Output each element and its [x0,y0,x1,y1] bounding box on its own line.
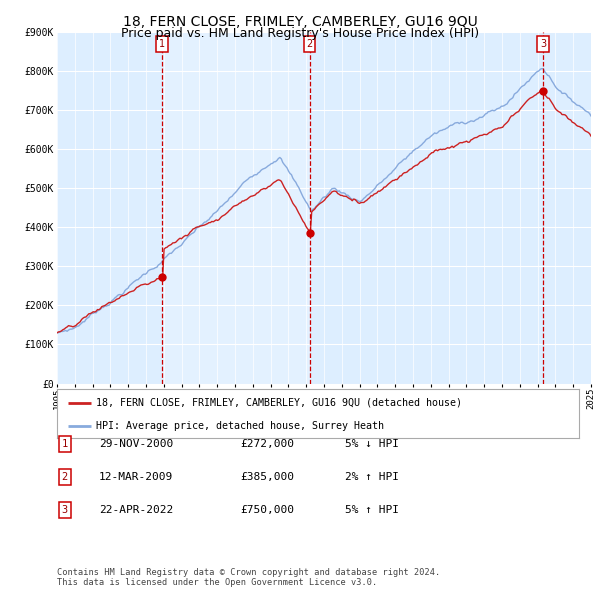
Text: 2: 2 [307,39,313,49]
Text: 5% ↓ HPI: 5% ↓ HPI [345,439,399,448]
Text: Contains HM Land Registry data © Crown copyright and database right 2024.
This d: Contains HM Land Registry data © Crown c… [57,568,440,587]
Text: £385,000: £385,000 [240,472,294,481]
Text: 12-MAR-2009: 12-MAR-2009 [99,472,173,481]
Text: 18, FERN CLOSE, FRIMLEY, CAMBERLEY, GU16 9QU: 18, FERN CLOSE, FRIMLEY, CAMBERLEY, GU16… [122,15,478,30]
Text: Price paid vs. HM Land Registry's House Price Index (HPI): Price paid vs. HM Land Registry's House … [121,27,479,40]
Text: 2% ↑ HPI: 2% ↑ HPI [345,472,399,481]
Text: 2: 2 [62,472,68,481]
Text: 22-APR-2022: 22-APR-2022 [99,505,173,514]
Text: 3: 3 [62,505,68,514]
Text: 5% ↑ HPI: 5% ↑ HPI [345,505,399,514]
Text: 18, FERN CLOSE, FRIMLEY, CAMBERLEY, GU16 9QU (detached house): 18, FERN CLOSE, FRIMLEY, CAMBERLEY, GU16… [96,398,462,408]
Text: HPI: Average price, detached house, Surrey Heath: HPI: Average price, detached house, Surr… [96,421,384,431]
Text: 1: 1 [62,439,68,448]
Bar [162,32,310,384]
Text: £272,000: £272,000 [240,439,294,448]
Text: 1: 1 [159,39,165,49]
Text: 3: 3 [540,39,546,49]
Text: £750,000: £750,000 [240,505,294,514]
Text: 29-NOV-2000: 29-NOV-2000 [99,439,173,448]
